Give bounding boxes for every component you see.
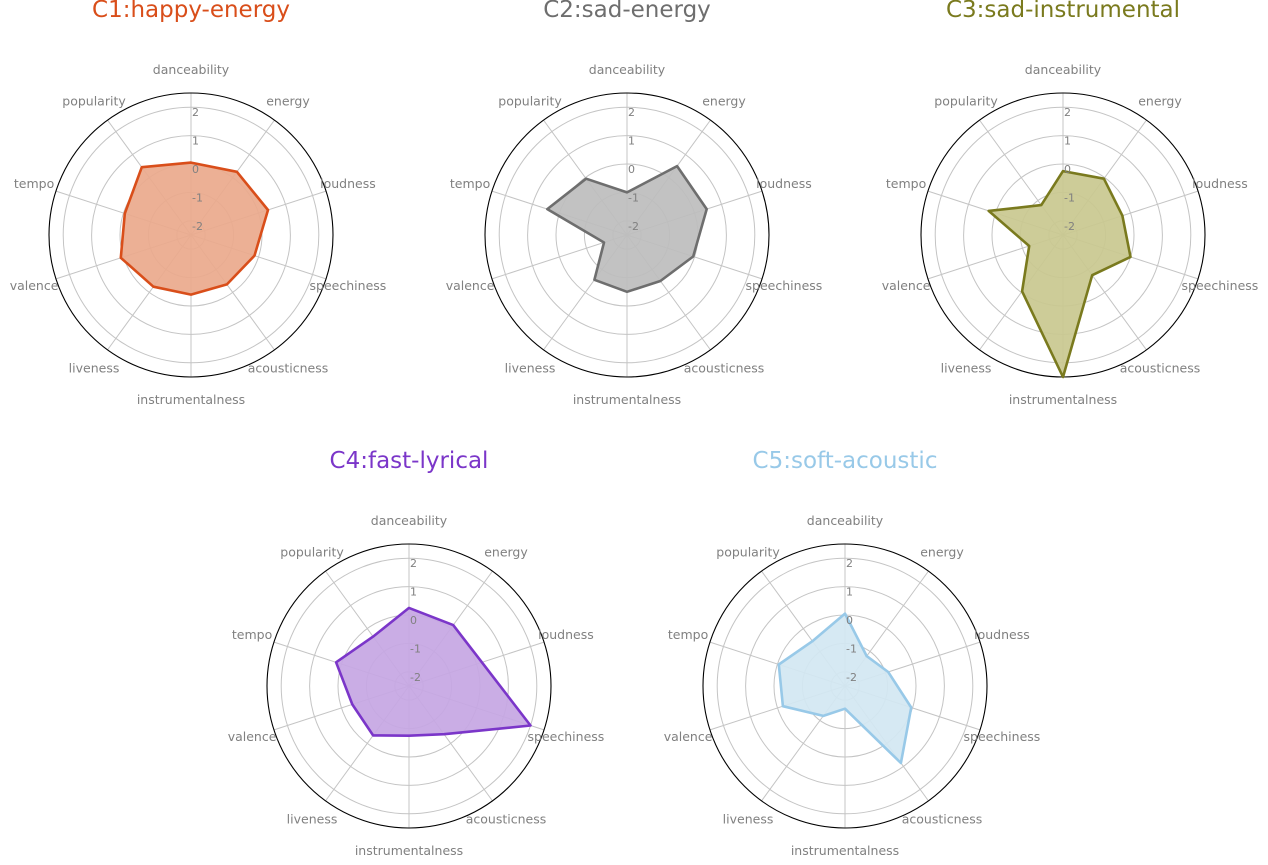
tick-label: -1: [192, 191, 203, 204]
chart-title: C4:fast-lyrical: [330, 448, 489, 474]
axis-label-tempo: tempo: [232, 627, 272, 642]
axis-label-energy: energy: [920, 545, 964, 560]
tick-label: 1: [410, 586, 417, 599]
outer-frame: [702, 543, 988, 829]
axis-label-loudness: loudness: [1192, 176, 1248, 191]
axis-label-instrumentalness: instrumentalness: [355, 843, 463, 858]
tick-label: 2: [410, 557, 417, 570]
axis-label-liveness: liveness: [723, 811, 774, 826]
axis-label-danceability: danceability: [153, 62, 230, 77]
axis-label-tempo: tempo: [14, 176, 54, 191]
tick-label: 1: [192, 135, 199, 148]
axis-label-valence: valence: [228, 729, 277, 744]
tick-label: -2: [192, 220, 203, 233]
axis-label-popularity: popularity: [716, 545, 780, 560]
tick-label: -1: [410, 642, 421, 655]
chart-title: C2:sad-energy: [543, 0, 711, 23]
axis-label-liveness: liveness: [505, 360, 556, 375]
tick-label: 1: [846, 586, 853, 599]
tick-label: 1: [1064, 135, 1071, 148]
tick-label: -2: [846, 671, 857, 684]
series-polygon: [987, 169, 1132, 379]
axis-label-loudness: loudness: [756, 176, 812, 191]
axis-label-tempo: tempo: [450, 176, 490, 191]
axis-label-acousticness: acousticness: [902, 811, 983, 826]
axis-label-liveness: liveness: [287, 811, 338, 826]
radar-chart-2: C2:sad-energy -2 -1 0 1 2 danceability energy lo…: [446, 0, 823, 407]
axis-label-danceability: danceability: [1025, 62, 1102, 77]
radar-chart-1: C1:happy-energy -2 -1 0 1 2 danceability energy…: [10, 0, 387, 407]
axis-label-danceability: danceability: [807, 513, 884, 528]
chart-title: C1:happy-energy: [92, 0, 290, 23]
outer-frame: [484, 92, 770, 378]
axis-label-energy: energy: [702, 94, 746, 109]
axis-label-instrumentalness: instrumentalness: [573, 392, 681, 407]
series-polygon: [119, 161, 270, 296]
tick-label: 2: [846, 557, 853, 570]
axis-label-popularity: popularity: [498, 94, 562, 109]
axis-label-acousticness: acousticness: [248, 360, 329, 375]
axis-label-acousticness: acousticness: [1120, 360, 1201, 375]
axis-label-valence: valence: [664, 729, 713, 744]
axis-label-valence: valence: [882, 278, 931, 293]
tick-label: 1: [628, 135, 635, 148]
outer-frame: [266, 543, 552, 829]
tick-label: -1: [1064, 191, 1075, 204]
axis-label-popularity: popularity: [934, 94, 998, 109]
axis-label-loudness: loudness: [974, 627, 1030, 642]
chart-title: C3:sad-instrumental: [946, 0, 1180, 23]
tick-label: 0: [846, 614, 853, 627]
axis-label-acousticness: acousticness: [684, 360, 765, 375]
series-polygon: [334, 606, 532, 738]
radar-chart-3: C3:sad-instrumental -2 -1 0 1 2 danceability en…: [882, 0, 1259, 407]
axis-label-speechiness: speechiness: [1182, 278, 1259, 293]
outer-frame: [48, 92, 334, 378]
radar-chart-4: C4:fast-lyrical -2 -1 0 1 2 danceability energy…: [228, 448, 605, 858]
axis-label-energy: energy: [1138, 94, 1182, 109]
tick-label: 2: [192, 106, 199, 119]
series-polygon: [777, 612, 913, 765]
axis-label-liveness: liveness: [941, 360, 992, 375]
axis-label-instrumentalness: instrumentalness: [791, 843, 899, 858]
axis-label-valence: valence: [10, 278, 59, 293]
tick-label: 0: [192, 163, 199, 176]
radar-chart-5: C5:soft-acoustic -2 -1 0 1 2 danceability energ…: [664, 448, 1041, 858]
chart-title: C5:soft-acoustic: [753, 448, 938, 474]
tick-label: -2: [410, 671, 421, 684]
tick-label: -1: [846, 642, 857, 655]
axis-label-popularity: popularity: [280, 545, 344, 560]
axis-label-danceability: danceability: [371, 513, 448, 528]
axis-label-valence: valence: [446, 278, 495, 293]
tick-label: 0: [628, 163, 635, 176]
axis-label-speechiness: speechiness: [964, 729, 1041, 744]
axis-label-tempo: tempo: [668, 627, 708, 642]
tick-label: -2: [1064, 220, 1075, 233]
axis-label-energy: energy: [266, 94, 310, 109]
axis-label-speechiness: speechiness: [528, 729, 605, 744]
tick-label: -1: [628, 191, 639, 204]
axis-label-tempo: tempo: [886, 176, 926, 191]
axis-label-energy: energy: [484, 545, 528, 560]
axis-label-instrumentalness: instrumentalness: [1009, 392, 1117, 407]
axis-label-speechiness: speechiness: [310, 278, 387, 293]
tick-label: -2: [628, 220, 639, 233]
axis-label-liveness: liveness: [69, 360, 120, 375]
axis-label-loudness: loudness: [538, 627, 594, 642]
axis-label-speechiness: speechiness: [746, 278, 823, 293]
tick-label: 0: [410, 614, 417, 627]
axis-label-danceability: danceability: [589, 62, 666, 77]
tick-label: 2: [628, 106, 635, 119]
axis-label-instrumentalness: instrumentalness: [137, 392, 245, 407]
axis-label-popularity: popularity: [62, 94, 126, 109]
tick-label: 2: [1064, 106, 1071, 119]
axis-label-loudness: loudness: [320, 176, 376, 191]
tick-label: 0: [1064, 163, 1071, 176]
series-polygon: [545, 164, 709, 294]
axis-label-acousticness: acousticness: [466, 811, 547, 826]
